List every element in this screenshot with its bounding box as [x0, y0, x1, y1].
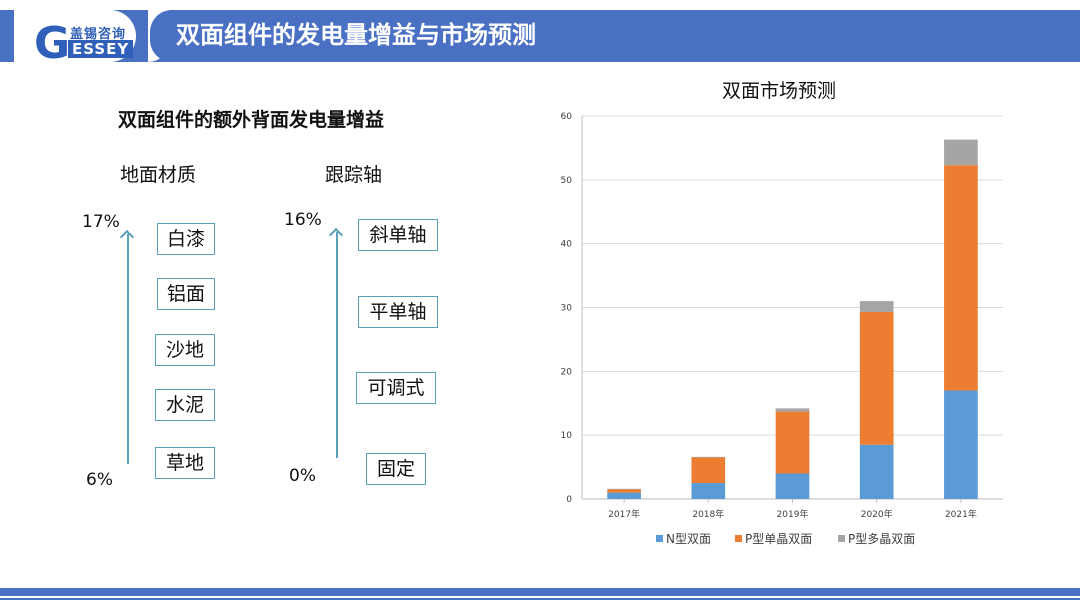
ground-item: 草地 [155, 447, 215, 479]
logo-english-name: ESSEY [68, 40, 134, 58]
bar-segment [691, 483, 726, 499]
ground-heading: 地面材质 [120, 164, 197, 186]
legend-label: P型单晶双面 [745, 532, 812, 546]
x-tick-label: 2019年 [777, 508, 809, 520]
bar-segment [944, 139, 978, 166]
x-tick-label: 2021年 [945, 508, 977, 520]
logo-letter: G [34, 18, 71, 69]
y-tick-label: 20 [561, 367, 573, 377]
tracker-item: 斜单轴 [358, 219, 438, 251]
y-tick-label: 10 [561, 431, 573, 441]
legend-swatch [735, 535, 742, 542]
x-tick-label: 2020年 [861, 508, 893, 520]
bar-segment [944, 165, 978, 391]
bar-segment [944, 390, 978, 499]
footer-bar [0, 588, 1080, 596]
bar-segment [607, 488, 641, 490]
tracker-heading: 跟踪轴 [325, 164, 383, 186]
bar-segment [859, 311, 894, 445]
header-bar [0, 10, 1080, 62]
ground-item: 沙地 [155, 334, 215, 366]
tracker-bottom-pct: 0% [289, 466, 316, 486]
legend-swatch [656, 535, 663, 542]
bar-segment [775, 411, 810, 474]
bar-segment [607, 492, 641, 499]
ground-top-pct: 17% [82, 212, 120, 232]
ground-item: 白漆 [157, 223, 215, 255]
ground-item: 水泥 [155, 389, 215, 421]
ground-arrow [127, 234, 129, 464]
bar-segment [859, 444, 894, 499]
tracker-item: 固定 [366, 453, 426, 485]
legend-label: N型双面 [666, 532, 711, 546]
y-tick-label: 30 [561, 304, 573, 314]
tracker-item: 平单轴 [358, 296, 438, 328]
ground-item: 铝面 [157, 278, 215, 310]
bar-segment [691, 457, 726, 484]
bar-segment [775, 408, 810, 412]
footer-line [0, 598, 1080, 600]
ground-bottom-pct: 6% [86, 470, 113, 490]
y-tick-label: 0 [566, 495, 572, 505]
tracker-top-pct: 16% [284, 210, 322, 230]
title-tab [150, 10, 172, 62]
x-tick-label: 2017年 [608, 508, 640, 520]
tracker-item: 可调式 [356, 372, 436, 404]
y-tick-label: 40 [561, 240, 573, 250]
tracker-arrow [336, 232, 338, 458]
page-title: 双面组件的发电量增益与市场预测 [176, 21, 536, 49]
logo-chinese-name: 盖锡咨询 [70, 27, 127, 42]
y-tick-label: 60 [561, 112, 573, 122]
bar-segment [607, 489, 641, 493]
bar-segment [775, 473, 810, 499]
x-tick-label: 2018年 [692, 508, 724, 520]
y-tick-label: 50 [561, 176, 573, 186]
bar-segment [691, 456, 726, 458]
gain-section-title: 双面组件的额外背面发电量增益 [118, 109, 385, 131]
chart-title: 双面市场预测 [722, 80, 837, 102]
legend-label: P型多晶双面 [848, 532, 915, 546]
bar-segment [859, 301, 894, 312]
legend-swatch [838, 535, 845, 542]
logo: G 盖锡咨询 ESSEY [14, 10, 136, 66]
